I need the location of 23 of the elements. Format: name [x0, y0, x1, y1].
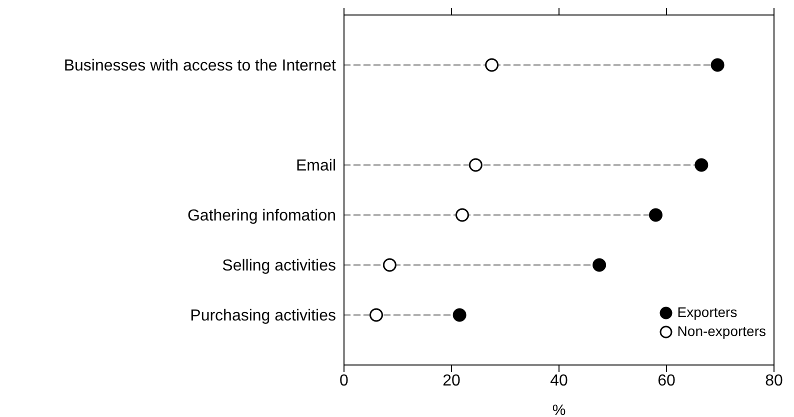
y-tick-label: Gathering infomation [187, 208, 336, 225]
point [456, 208, 469, 222]
point [592, 258, 606, 272]
point [710, 58, 724, 72]
legend-label: Exporters [677, 303, 738, 322]
point [452, 308, 466, 322]
y-tick-label: Businesses with access to the Internet [64, 58, 337, 75]
y-tick-label: Selling activities [222, 258, 336, 275]
point [649, 208, 662, 222]
point [468, 158, 482, 172]
y-tick-label: Purchasing activities [190, 308, 336, 325]
x-axis-title: % [552, 402, 566, 417]
x-tick-label: 0 [340, 372, 349, 390]
x-tick-label: 60 [658, 372, 676, 390]
x-tick-label: 80 [765, 372, 783, 390]
point [382, 258, 396, 272]
y-tick-label: Email [296, 158, 336, 175]
x-tick-label: 20 [442, 372, 460, 390]
point [694, 158, 708, 172]
point [370, 308, 383, 322]
point [485, 58, 499, 72]
legend-label: Non-exporters [677, 322, 766, 341]
x-tick-label: 40 [550, 372, 568, 390]
